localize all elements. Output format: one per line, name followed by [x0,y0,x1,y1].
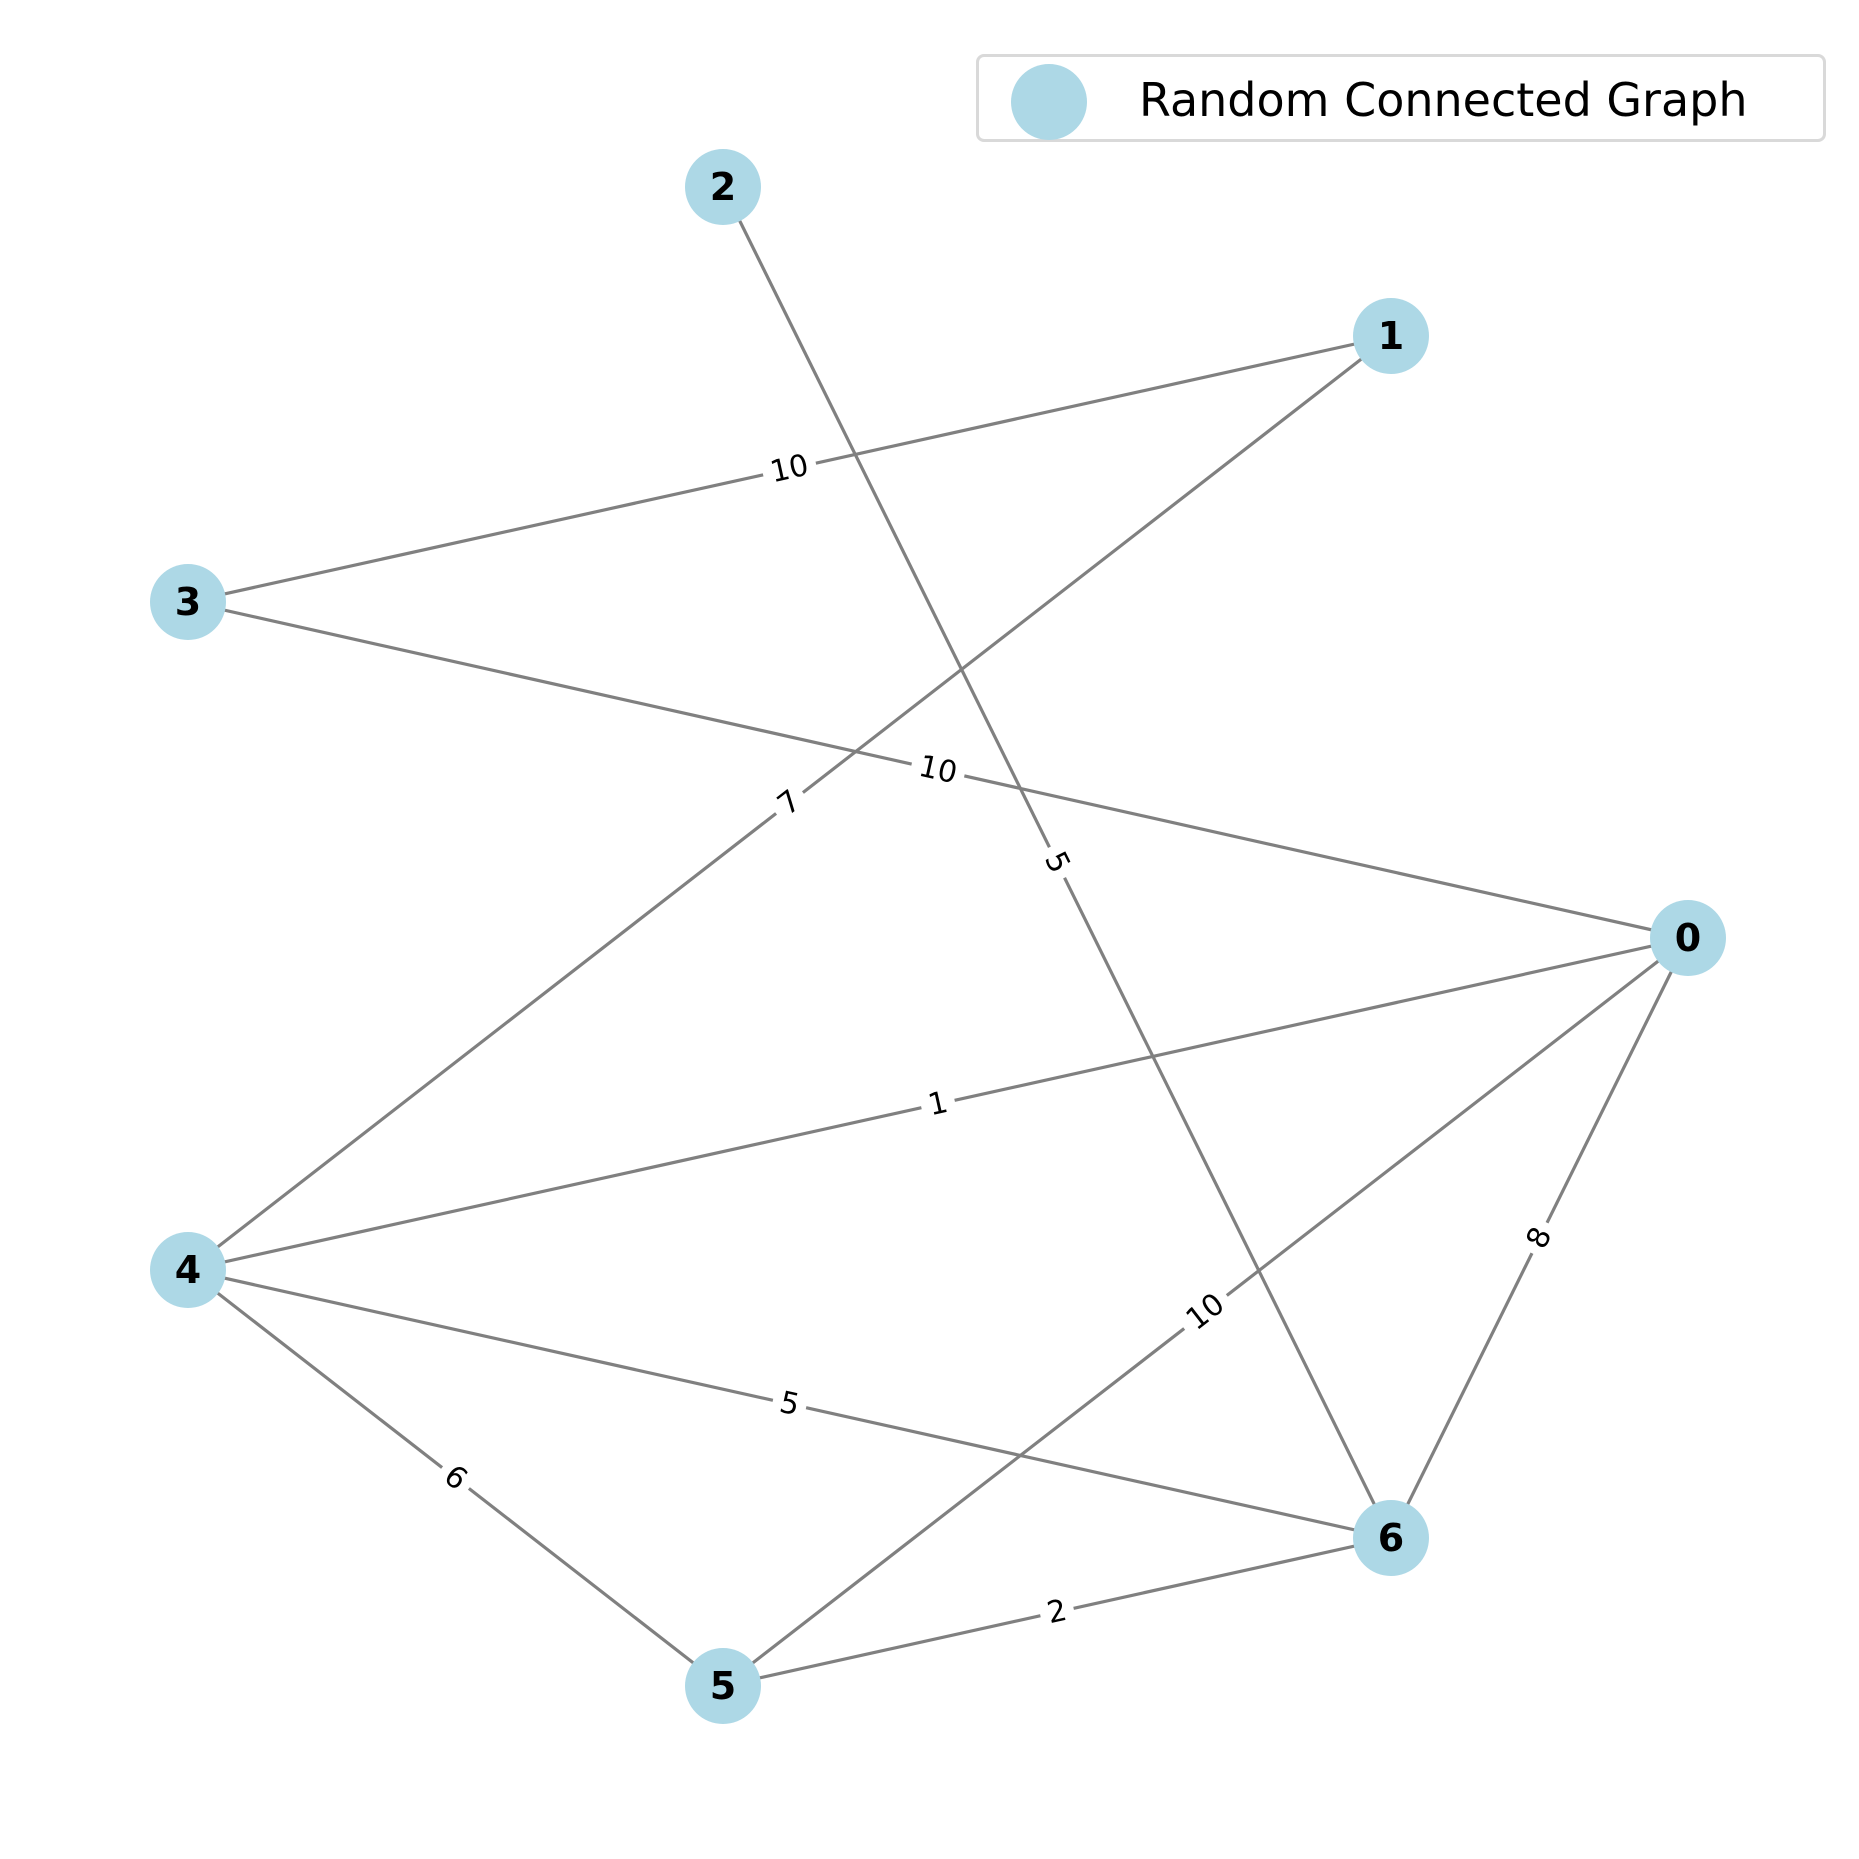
node-0: 0 [1650,900,1726,976]
edge-label-3-0: 10 [908,746,968,794]
node-5: 5 [685,1648,761,1724]
node-circle [1353,1500,1429,1576]
edge-label-1-3: 10 [759,445,820,493]
node-circle [1353,298,1429,374]
node-label: 6 [1378,1516,1404,1560]
node-circle [150,564,226,640]
edge-label-background [918,1082,958,1126]
node-circle [150,1232,226,1308]
edge-label-background [766,779,813,827]
node-label: 2 [710,165,736,209]
node-label: 5 [710,1664,736,1708]
node-6: 6 [1353,1500,1429,1576]
node-label: 1 [1378,314,1404,358]
node-3: 3 [150,564,226,640]
edge-label-4-6: 5 [769,1382,810,1426]
edge-label-background [1033,840,1081,885]
node-label: 4 [175,1248,201,1292]
edge-label-background [1174,1282,1237,1342]
node-label: 0 [1675,916,1701,960]
edge-label-background [1516,1215,1563,1261]
edges-layer [187,186,1690,1688]
edge-label-background [432,1454,479,1502]
node-4: 4 [150,1232,226,1308]
edge-label-5-6: 2 [1037,1590,1077,1634]
legend-marker [1011,64,1087,140]
edge-label-background [908,746,968,794]
node-1: 1 [1353,298,1429,374]
node-2: 2 [685,149,761,225]
edge-label-0-5: 10 [1174,1282,1237,1342]
edge-weight-text: 10 [767,448,812,490]
edge-label-background [1037,1590,1077,1634]
nodes-layer: 0 1 2 3 4 5 6 [150,149,1726,1724]
edge-label-2-6: 5 [1033,840,1081,885]
edge-labels-layer: 5 10 7 10 1 10 8 5 6 2 [432,445,1563,1634]
edge-label-4-5: 6 [432,1454,479,1502]
edge-label-background [769,1382,810,1426]
legend-label: Random Connected Graph [1139,73,1748,127]
edge-label-0-4: 1 [918,1082,958,1126]
edge-label-1-4: 7 [766,779,813,827]
edge-weight-text: 10 [916,749,961,792]
node-circle [1650,900,1726,976]
edge-label-background [759,445,820,493]
node-label: 3 [175,580,201,624]
legend: Random Connected Graph [976,54,1826,142]
node-circle [685,149,761,225]
edge-label-0-6: 8 [1516,1215,1563,1261]
node-circle [685,1648,761,1724]
